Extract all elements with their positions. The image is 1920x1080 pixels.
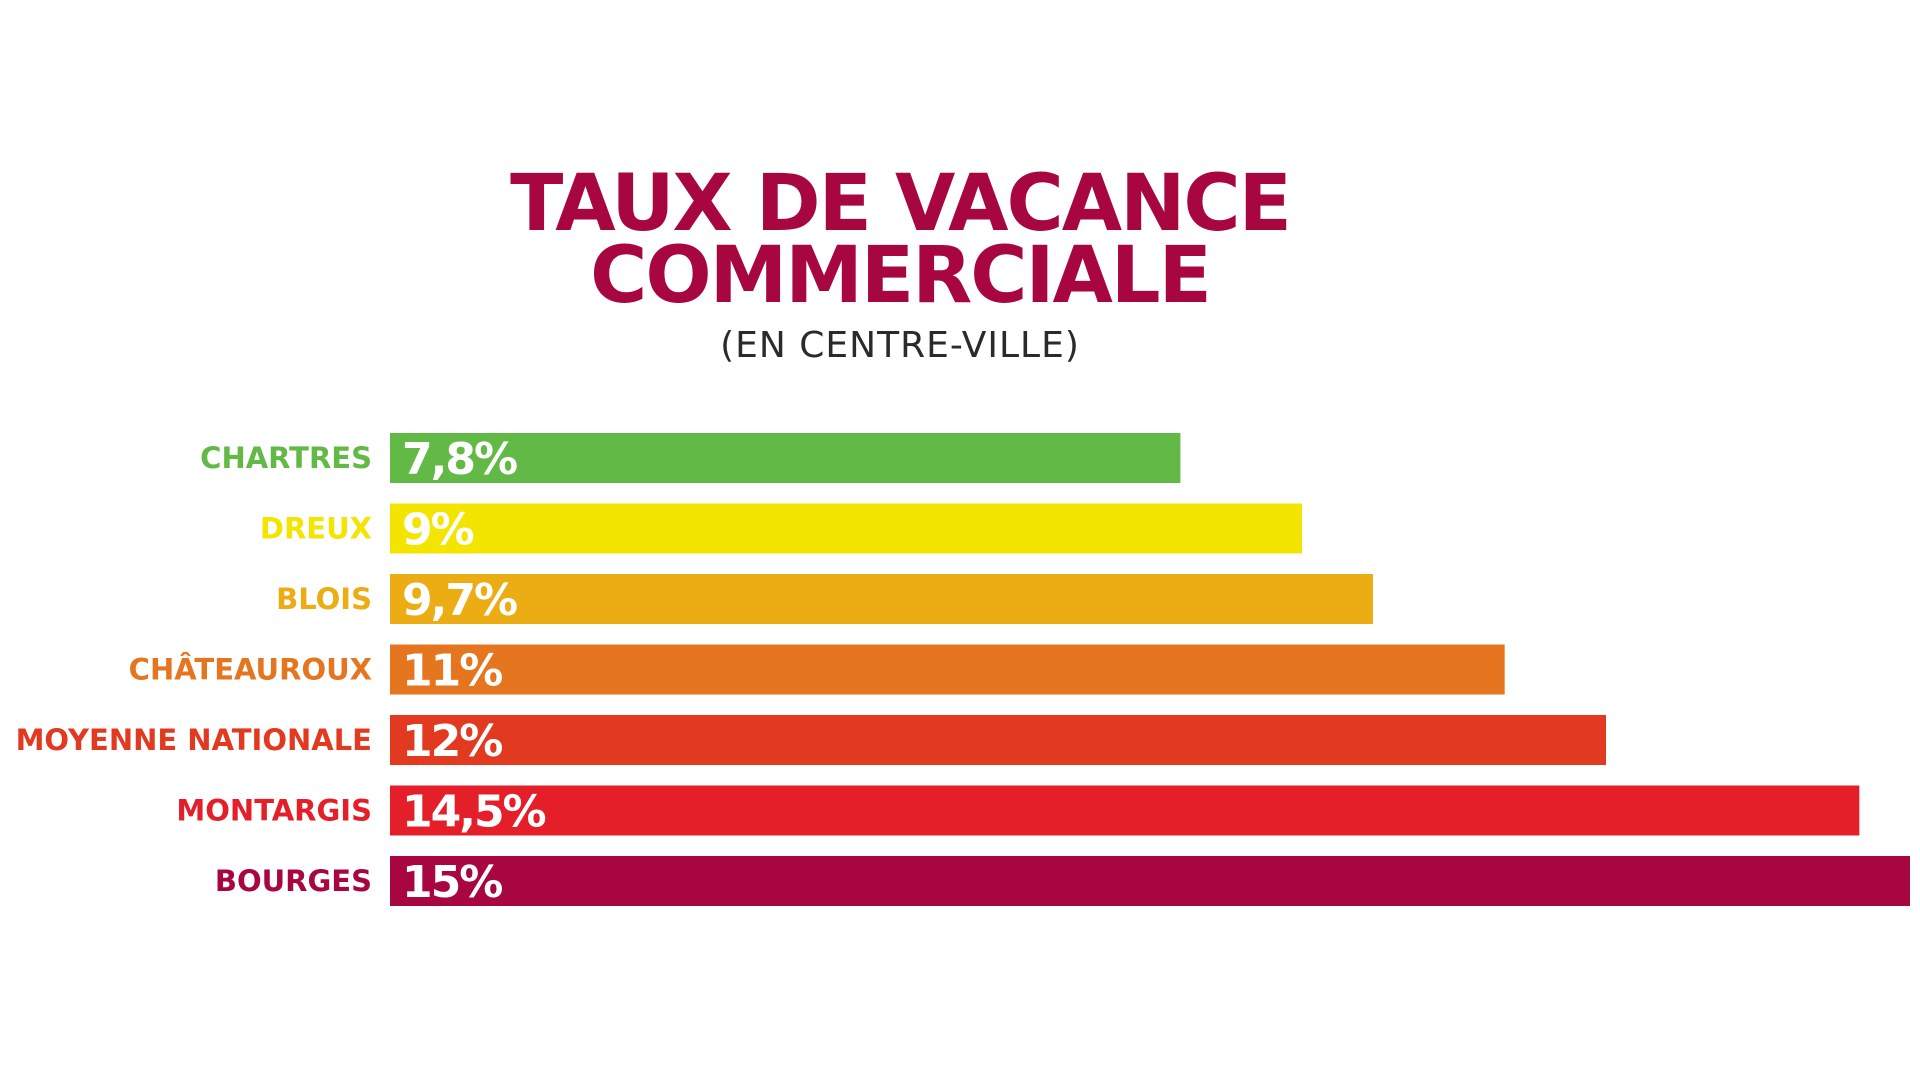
bar-5 [390, 785, 1860, 836]
category-label-5: MONTARGIS [176, 794, 372, 828]
chart-title-block: TAUX DE VACANCE COMMERCIALE (EN CENTRE-V… [0, 159, 1800, 370]
value-label-6: 15% [402, 857, 502, 908]
value-label-1: 9% [402, 505, 474, 556]
category-label-1: DREUX [260, 512, 372, 546]
category-label-3: CHÂTEAUROUX [129, 653, 372, 687]
category-label-4: MOYENNE NATIONALE [16, 723, 372, 757]
value-label-5: 14,5% [402, 787, 546, 838]
chart-title-line-1: TAUX DE VACANCE [510, 159, 1292, 249]
value-label-3: 11% [402, 646, 502, 697]
chart-title-line-2: COMMERCIALE [590, 231, 1212, 321]
value-label-2: 9,7% [402, 575, 517, 626]
bar-2 [390, 574, 1373, 624]
bar-3 [390, 644, 1505, 695]
bar-0 [390, 433, 1181, 483]
category-label-6: BOURGES [215, 864, 372, 898]
chart-subtitle: (EN CENTRE-VILLE) [720, 325, 1080, 366]
bar-1 [390, 503, 1302, 554]
bar-4 [390, 715, 1606, 765]
value-label-4: 12% [402, 716, 502, 767]
category-label-2: BLOIS [276, 582, 372, 616]
category-label-0: CHARTRES [200, 441, 372, 475]
bar-6 [390, 856, 1910, 906]
value-label-0: 7,8% [402, 434, 517, 485]
